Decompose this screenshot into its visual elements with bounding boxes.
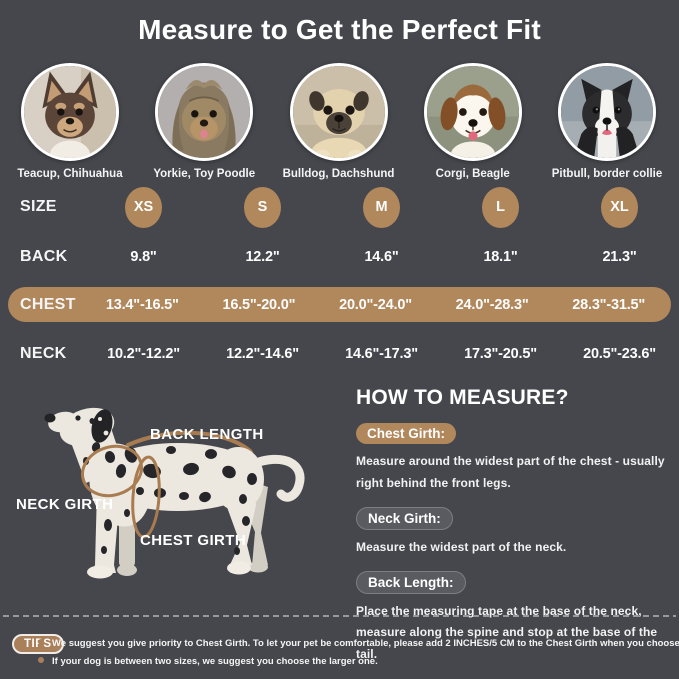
breed-label: Yorkie, Toy Poodle — [153, 168, 256, 180]
neck-girth-desc: Measure the widest part of the neck. — [356, 540, 567, 555]
size-badge-xl: XL — [601, 186, 638, 228]
size-badge-s: S — [244, 186, 281, 228]
breed-chihuahua: Teacup, Chihuahua — [6, 60, 134, 182]
how-to-measure-section: HOW TO MEASURE? Chest Girth: Measure aro… — [356, 386, 676, 666]
neck-girth-term: Neck Girth: — [356, 507, 453, 531]
how-to-measure-heading: HOW TO MEASURE? — [356, 386, 569, 409]
measuring-diagram: BACK LENGTH NECK GIRTH CHEST GIRTH — [0, 385, 345, 613]
size-row-label: SIZE — [20, 198, 57, 215]
neck-girth-label: NECK GIRTH — [16, 496, 114, 513]
chihuahua-photo-icon — [21, 63, 119, 161]
border-collie-photo-icon — [558, 63, 656, 161]
back-value: 9.8" — [130, 249, 157, 265]
breed-label: Bulldog, Dachshund — [282, 168, 395, 180]
back-length-term: Back Length: — [356, 570, 466, 594]
breed-row: Teacup, Chihuahua Yo — [6, 60, 671, 182]
back-value: 18.1" — [483, 249, 518, 265]
breed-label: Pitbull, border collie — [551, 168, 663, 180]
breed-label: Corgi, Beagle — [435, 168, 510, 180]
breed-label: Teacup, Chihuahua — [17, 168, 123, 180]
chest-girth-desc: Measure around the widest part of the ch… — [356, 454, 665, 490]
dashed-divider — [3, 615, 676, 617]
chest-value: 24.0"-28.3" — [455, 296, 529, 313]
bullet-icon — [38, 639, 44, 645]
chest-row-label: CHEST — [20, 295, 76, 313]
pug-photo-icon — [289, 63, 388, 161]
breed-bulldog: Bulldog, Dachshund — [275, 60, 403, 182]
tip-item: If your dog is between two sizes, we sug… — [38, 656, 378, 667]
back-length-desc: Place the measuring tape at the base of … — [356, 603, 658, 661]
tip-text: We suggest you give priority to Chest Gi… — [52, 638, 679, 649]
dalmatian-illustration — [44, 407, 305, 579]
breed-beagle: Corgi, Beagle — [409, 60, 537, 182]
chest-girth-term: Chest Girth: — [356, 423, 457, 444]
tip-text: If your dog is between two sizes, we sug… — [52, 656, 378, 667]
neck-value: 17.3"-20.5" — [464, 346, 537, 362]
chest-value: 16.5"-20.0" — [222, 296, 296, 313]
chest-value: 20.0"-24.0" — [339, 296, 412, 313]
beagle-photo-icon — [423, 63, 522, 161]
neck-value: 10.2"-12.2" — [107, 346, 180, 362]
size-badge-xs: XS — [125, 186, 162, 228]
bullet-icon — [38, 657, 44, 663]
yorkie-photo-icon — [155, 63, 254, 161]
page-title: Measure to Get the Perfect Fit — [138, 14, 541, 45]
chest-value: 13.4"-16.5" — [105, 296, 179, 313]
breed-border-collie: Pitbull, border collie — [543, 60, 671, 182]
back-value: 14.6" — [364, 249, 399, 265]
tip-item: We suggest you give priority to Chest Gi… — [38, 638, 679, 649]
size-row: SIZE XS S M L XL — [0, 184, 679, 230]
back-value: 12.2" — [245, 249, 280, 265]
back-length-label: BACK LENGTH — [150, 426, 264, 443]
neck-value: 20.5"-23.6" — [583, 346, 656, 362]
chest-row-highlighted: CHEST 13.4"-16.5" 16.5"-20.0" 20.0"-24.0… — [8, 287, 671, 322]
neck-value: 12.2"-14.6" — [226, 346, 299, 362]
size-badge-l: L — [482, 186, 519, 228]
breed-yorkie: Yorkie, Toy Poodle — [140, 60, 268, 182]
chest-value: 28.3"-31.5" — [572, 296, 646, 313]
chest-girth-label: CHEST GIRTH — [140, 532, 247, 549]
back-value: 21.3" — [602, 249, 637, 265]
neck-row-label: NECK — [20, 345, 67, 362]
tips-section: TIPS We suggest you give priority to Che… — [0, 622, 679, 679]
back-row: BACK 9.8" 12.2" 14.6" 18.1" 21.3" — [0, 236, 679, 278]
neck-row: NECK 10.2"-12.2" 12.2"-14.6" 14.6"-17.3"… — [0, 333, 679, 375]
neck-value: 14.6"-17.3" — [345, 346, 418, 362]
size-badge-m: M — [363, 186, 400, 228]
back-row-label: BACK — [20, 248, 68, 265]
tips-badge: TIPS — [12, 634, 64, 654]
